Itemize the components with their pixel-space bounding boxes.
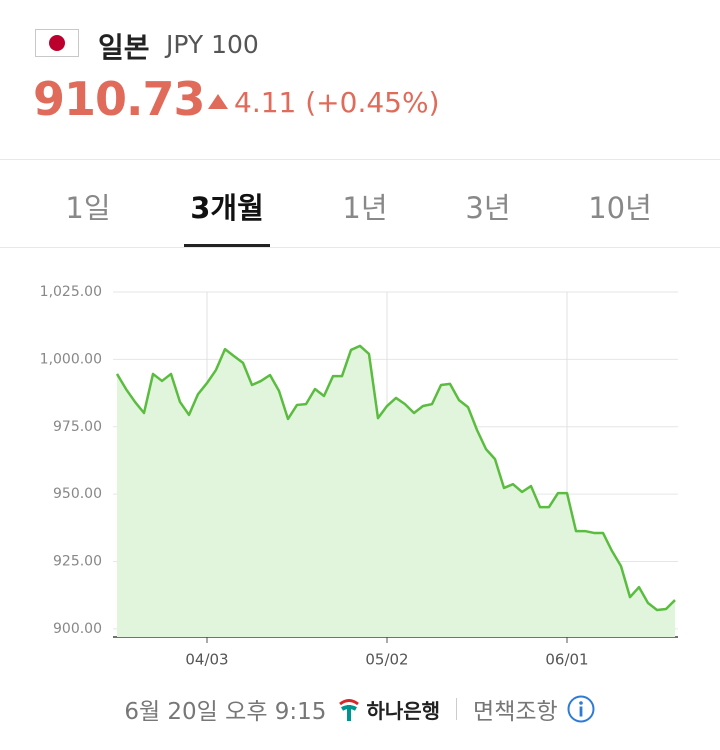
change: 4.11 (+0.45%) (234, 86, 440, 119)
x-tick-label: 05/02 (365, 651, 408, 669)
tab[interactable]: 1일 (65, 191, 111, 225)
price: 910.73 (33, 72, 206, 126)
tab[interactable]: 3년 (465, 191, 511, 225)
y-tick-label: 975.00 (53, 419, 102, 435)
country: 일본 (98, 31, 150, 64)
separator (456, 698, 458, 720)
tab[interactable]: 3개월 (190, 191, 264, 225)
divider (0, 159, 720, 160)
currency: JPY 100 (166, 30, 259, 59)
y-tick-label: 925.00 (53, 554, 102, 570)
footer: 6월 20일 오후 9:15 하나은행 면책조항 (0, 692, 720, 726)
bank-logo (339, 699, 360, 721)
divider (0, 247, 720, 248)
up-arrow (208, 94, 228, 109)
timestamp: 6월 20일 오후 9:15 (124, 699, 327, 725)
x-tick-label: 04/03 (185, 651, 228, 669)
x-tick-label: 06/01 (545, 651, 588, 669)
info-icon[interactable] (566, 694, 596, 724)
tab[interactable]: 10년 (588, 191, 652, 225)
y-tick-label: 1,000.00 (40, 351, 102, 367)
y-tick-label: 1,025.00 (40, 284, 102, 300)
y-tick-label: 950.00 (53, 486, 102, 502)
area-fill (117, 345, 675, 637)
disclaimer[interactable]: 면책조항 (473, 699, 558, 725)
bank-name: 하나은행 (366, 698, 441, 723)
tab-underline (184, 244, 270, 247)
tab[interactable]: 1년 (342, 191, 388, 225)
chart: 900.00 925.00 950.00 975.00 1,000.00 1,025.00… (40, 284, 678, 669)
flag-icon (35, 29, 79, 57)
y-tick-label: 900.00 (53, 621, 102, 637)
price-line (115, 344, 676, 612)
